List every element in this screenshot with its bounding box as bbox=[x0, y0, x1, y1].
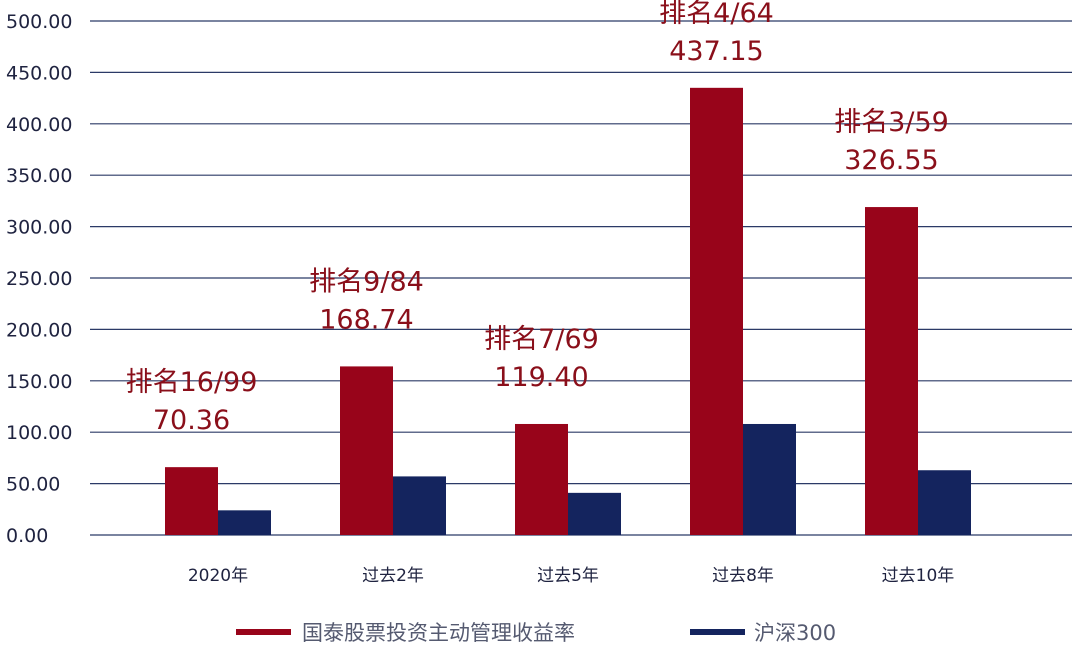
rank-label: 排名4/64 bbox=[659, 0, 774, 29]
rank-label: 排名16/99 bbox=[126, 367, 258, 398]
bar bbox=[918, 470, 971, 535]
value-label: 326.55 bbox=[844, 145, 938, 176]
y-tick-label: 250.00 bbox=[6, 268, 72, 290]
y-tick-label: 400.00 bbox=[6, 114, 72, 136]
y-tick-label: 100.00 bbox=[6, 422, 72, 444]
bar bbox=[568, 492, 621, 535]
y-tick-label: 350.00 bbox=[6, 165, 72, 187]
x-tick-label: 过去5年 bbox=[537, 566, 599, 586]
y-axis: 0.00 50.00 100.00 150.00 200.00 250.00 300.00 3… bbox=[6, 11, 72, 547]
value-label: 119.40 bbox=[494, 362, 588, 393]
y-tick-label: 50.00 bbox=[6, 474, 60, 496]
y-tick-label: 300.00 bbox=[6, 217, 72, 239]
y-tick-label: 0.00 bbox=[6, 525, 48, 547]
rank-label: 排名9/84 bbox=[309, 266, 424, 297]
data-annotations: 排名16/99 70.36 排名9/84 168.74 排名7/69 119.40 排名4/… bbox=[126, 0, 949, 436]
rank-label: 排名3/59 bbox=[834, 107, 949, 138]
bar bbox=[393, 476, 446, 535]
legend-label: 沪深300 bbox=[754, 621, 836, 645]
bar bbox=[743, 423, 796, 535]
y-tick-label: 200.00 bbox=[6, 319, 72, 341]
value-label: 70.36 bbox=[153, 405, 230, 436]
bar bbox=[690, 87, 743, 535]
legend: 国泰股票投资主动管理收益率 沪深300 bbox=[236, 621, 836, 645]
bar bbox=[515, 423, 568, 535]
bar bbox=[165, 467, 218, 535]
bar bbox=[865, 207, 918, 535]
legend-swatch bbox=[690, 629, 745, 635]
y-tick-label: 150.00 bbox=[6, 371, 72, 393]
gridlines bbox=[90, 20, 1072, 536]
rank-label: 排名7/69 bbox=[484, 324, 599, 355]
y-tick-label: 500.00 bbox=[6, 11, 72, 33]
value-label: 437.15 bbox=[669, 36, 763, 67]
bar bbox=[218, 510, 271, 535]
y-tick-label: 450.00 bbox=[6, 62, 72, 84]
x-axis: 2020年 过去2年 过去5年 过去8年 过去10年 bbox=[188, 566, 954, 586]
bar bbox=[340, 366, 393, 535]
legend-swatch bbox=[236, 629, 291, 635]
value-label: 168.74 bbox=[319, 304, 413, 335]
legend-label: 国泰股票投资主动管理收益率 bbox=[302, 621, 575, 645]
x-tick-label: 2020年 bbox=[188, 566, 248, 586]
x-tick-label: 过去10年 bbox=[882, 566, 955, 586]
x-tick-label: 过去2年 bbox=[362, 566, 424, 586]
x-tick-label: 过去8年 bbox=[712, 566, 774, 586]
bars bbox=[165, 87, 971, 535]
